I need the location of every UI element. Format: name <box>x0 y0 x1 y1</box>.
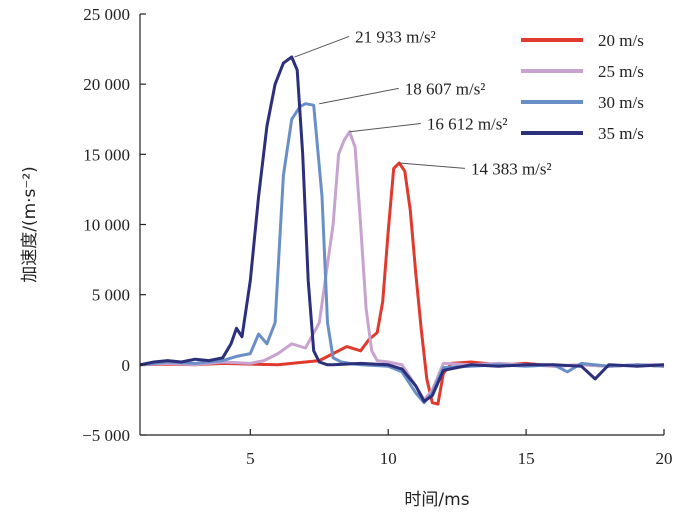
peak-annotations: 21 933 m/s² 18 607 m/s² 16 612 m/s² 14 383 … <box>294 27 552 178</box>
annotation-leader-1 <box>319 87 399 105</box>
y-axis-title: 加速度/(m·s⁻²) <box>20 166 40 283</box>
legend: 20 m/s 25 m/s 30 m/s 35 m/s <box>521 31 644 143</box>
legend-label-1: 25 m/s <box>598 62 644 81</box>
y-tick-label: 10 000 <box>83 216 130 235</box>
series-lines <box>139 55 665 406</box>
x-tick-label: 20 <box>656 449 673 468</box>
annotation-leader-0 <box>294 35 350 58</box>
y-tick-label: 0 <box>122 356 131 375</box>
annotation-leader-2 <box>349 122 421 133</box>
x-axis-title: 时间/ms <box>404 490 469 510</box>
annotation-label-3: 14 383 m/s² <box>471 159 552 178</box>
annotation-label-0: 21 933 m/s² <box>355 27 436 46</box>
series-line-3 <box>139 55 665 403</box>
x-tick-label: 10 <box>380 449 397 468</box>
y-tick-label: 20 000 <box>83 75 130 94</box>
annotation-label-1: 18 607 m/s² <box>405 79 486 98</box>
x-tick-label: 15 <box>518 449 535 468</box>
y-tick-label: 25 000 <box>83 5 130 24</box>
y-tick-label: 5 000 <box>92 286 130 305</box>
x-tick-label: 5 <box>246 449 255 468</box>
axes: −5 000 0 5 000 10 000 15 000 20 000 25 000 5 10 1… <box>82 5 672 468</box>
annotation-leader-3 <box>399 162 465 169</box>
y-tick-label: −5 000 <box>82 426 130 445</box>
annotation-label-2: 16 612 m/s² <box>427 114 508 133</box>
y-tick-label: 15 000 <box>83 145 130 164</box>
legend-label-3: 35 m/s <box>598 124 644 143</box>
legend-label-2: 30 m/s <box>598 93 644 112</box>
legend-label-0: 20 m/s <box>598 31 644 50</box>
